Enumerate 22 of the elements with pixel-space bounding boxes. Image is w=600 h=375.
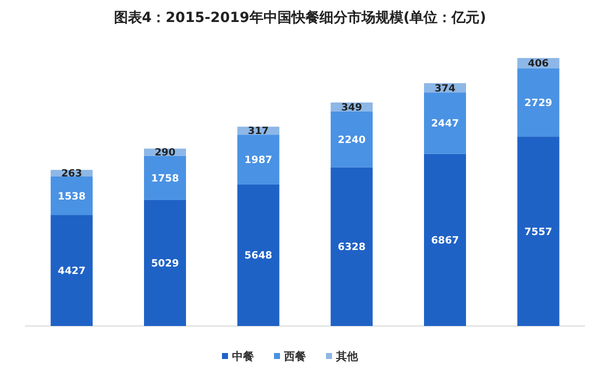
title: 图表4：2015-2019年中国快餐细分市场规模(单位：亿元) (114, 10, 486, 26)
legend-label: 中餐 (232, 350, 254, 363)
legend-label: 其他 (335, 350, 359, 363)
data-label: 2240 (338, 134, 366, 146)
data-label: 2729 (524, 98, 552, 109)
data-label: 2447 (431, 118, 459, 130)
data-label: 7557 (524, 226, 552, 238)
data-label: 4427 (58, 266, 86, 278)
data-label: 349 (341, 102, 362, 114)
data-label: 1987 (244, 155, 272, 166)
data-label: 406 (528, 58, 549, 70)
data-label: 6328 (338, 242, 366, 254)
data-label: 374 (434, 83, 456, 94)
data-label: 263 (61, 168, 82, 180)
data-label: 6867 (431, 235, 459, 246)
legend-label: 西餐 (283, 350, 306, 363)
data-label: 5029 (151, 258, 179, 270)
data-label: 290 (154, 148, 176, 159)
data-label: 317 (248, 126, 269, 138)
data-label: 5648 (244, 250, 272, 262)
data-label: 1538 (58, 191, 86, 202)
data-label: 1758 (151, 173, 179, 184)
